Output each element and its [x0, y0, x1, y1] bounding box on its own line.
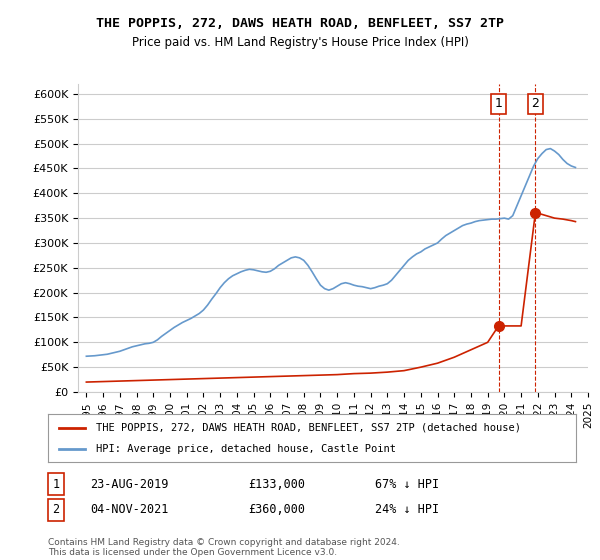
Text: 2: 2: [52, 503, 59, 516]
Text: 23-AUG-2019: 23-AUG-2019: [90, 478, 169, 491]
Text: THE POPPIS, 272, DAWS HEATH ROAD, BENFLEET, SS7 2TP: THE POPPIS, 272, DAWS HEATH ROAD, BENFLE…: [96, 17, 504, 30]
Text: £133,000: £133,000: [248, 478, 305, 491]
Text: Contains HM Land Registry data © Crown copyright and database right 2024.
This d: Contains HM Land Registry data © Crown c…: [48, 538, 400, 557]
Text: 1: 1: [494, 97, 502, 110]
Text: 2: 2: [532, 97, 539, 110]
Text: THE POPPIS, 272, DAWS HEATH ROAD, BENFLEET, SS7 2TP (detached house): THE POPPIS, 272, DAWS HEATH ROAD, BENFLE…: [95, 423, 521, 433]
Text: 04-NOV-2021: 04-NOV-2021: [90, 503, 169, 516]
Text: HPI: Average price, detached house, Castle Point: HPI: Average price, detached house, Cast…: [95, 444, 395, 454]
Text: Price paid vs. HM Land Registry's House Price Index (HPI): Price paid vs. HM Land Registry's House …: [131, 36, 469, 49]
Text: 1: 1: [52, 478, 59, 491]
Text: £360,000: £360,000: [248, 503, 305, 516]
Text: 67% ↓ HPI: 67% ↓ HPI: [376, 478, 439, 491]
Text: 24% ↓ HPI: 24% ↓ HPI: [376, 503, 439, 516]
